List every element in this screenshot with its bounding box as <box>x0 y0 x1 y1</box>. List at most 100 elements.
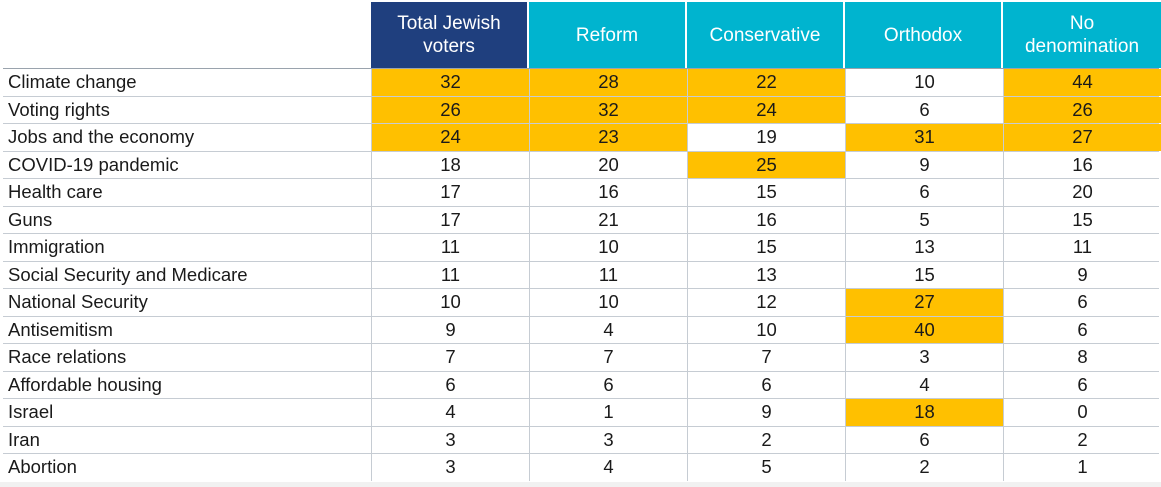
table-row: Race relations 7 7 7 3 8 <box>3 344 1159 372</box>
value-cell: 9 <box>687 399 845 426</box>
value-cell: 6 <box>845 96 1003 123</box>
value-cell: 3 <box>845 344 1003 371</box>
value-cell: 16 <box>687 206 845 233</box>
value-cell: 20 <box>529 151 687 178</box>
column-header-reform: Reform <box>529 2 685 68</box>
value-cell: 6 <box>1003 316 1161 343</box>
value-cell: 24 <box>687 96 845 123</box>
table-row: Immigration 11 10 15 13 11 <box>3 234 1159 262</box>
row-label: Affordable housing <box>8 373 162 395</box>
value-cell: 6 <box>687 371 845 398</box>
value-cell: 10 <box>529 234 687 261</box>
value-cell: 27 <box>845 289 1003 316</box>
table-row: Health care 17 16 15 6 20 <box>3 179 1159 207</box>
row-label: Jobs and the economy <box>8 126 195 147</box>
column-header-orthodox: Orthodox <box>845 2 1001 68</box>
table-row: Guns 17 21 16 5 15 <box>3 206 1161 234</box>
value-cell: 4 <box>371 399 529 426</box>
value-cell: 21 <box>529 206 687 233</box>
value-cell: 6 <box>371 371 529 398</box>
row-label: COVID-19 pandemic <box>8 153 179 175</box>
table-row: Jobs and the economy 24 23 19 31 27 <box>3 124 1161 152</box>
value-cell: 3 <box>371 454 529 481</box>
value-cell: 3 <box>371 426 529 453</box>
value-cell: 2 <box>687 426 845 453</box>
value-cell: 10 <box>371 289 529 316</box>
column-header-total: Total Jewish voters <box>371 2 527 68</box>
value-cell: 10 <box>845 69 1003 96</box>
value-cell: 12 <box>687 289 845 316</box>
table-row: Social Security and Medicare 11 11 13 15 9 <box>3 261 1161 289</box>
value-cell: 17 <box>371 179 529 206</box>
column-header-no-denomination: No denomination <box>1003 2 1161 68</box>
value-cell: 11 <box>371 234 529 261</box>
value-cell: 9 <box>371 316 529 343</box>
value-cell: 10 <box>687 316 845 343</box>
table-row: Israel 4 1 9 18 0 <box>3 399 1159 427</box>
value-cell: 19 <box>687 124 845 151</box>
bottom-edge <box>0 482 1161 487</box>
table-row: Affordable housing 6 6 6 4 6 <box>3 371 1161 399</box>
value-cell: 5 <box>845 206 1003 233</box>
value-cell: 5 <box>687 454 845 481</box>
value-cell: 3 <box>529 426 687 453</box>
value-cell: 1 <box>529 399 687 426</box>
table-row: COVID-19 pandemic 18 20 25 9 16 <box>3 151 1161 179</box>
row-label: Israel <box>8 401 54 422</box>
value-cell: 44 <box>1003 69 1161 96</box>
value-cell: 10 <box>529 289 687 316</box>
table-row: Climate change 32 28 22 10 44 <box>3 69 1161 97</box>
row-label: Abortion <box>8 456 77 477</box>
value-cell: 6 <box>845 426 1003 453</box>
value-cell: 16 <box>529 179 687 206</box>
value-cell: 6 <box>529 371 687 398</box>
value-cell: 20 <box>1003 179 1161 206</box>
table-row: National Security 10 10 12 27 6 <box>3 289 1159 317</box>
value-cell: 22 <box>687 69 845 96</box>
value-cell: 18 <box>845 399 1003 426</box>
value-cell: 11 <box>371 261 529 288</box>
value-cell: 2 <box>1003 426 1161 453</box>
value-cell: 6 <box>845 179 1003 206</box>
row-label: Health care <box>8 181 103 202</box>
value-cell: 7 <box>687 344 845 371</box>
value-cell: 7 <box>371 344 529 371</box>
table-row: Iran 3 3 2 6 2 <box>3 426 1161 454</box>
value-cell: 11 <box>529 261 687 288</box>
row-label: Social Security and Medicare <box>8 263 248 285</box>
value-cell: 15 <box>845 261 1003 288</box>
value-cell: 15 <box>687 179 845 206</box>
row-label: National Security <box>8 291 148 312</box>
value-cell: 23 <box>529 124 687 151</box>
value-cell: 0 <box>1003 399 1161 426</box>
value-cell: 26 <box>1003 96 1161 123</box>
value-cell: 25 <box>687 151 845 178</box>
value-cell: 6 <box>1003 371 1161 398</box>
value-cell: 9 <box>845 151 1003 178</box>
value-cell: 17 <box>371 206 529 233</box>
value-cell: 1 <box>1003 454 1161 481</box>
value-cell: 13 <box>687 261 845 288</box>
value-cell: 32 <box>371 69 529 96</box>
row-label: Climate change <box>8 71 137 92</box>
value-cell: 16 <box>1003 151 1161 178</box>
value-cell: 24 <box>371 124 529 151</box>
value-cell: 15 <box>687 234 845 261</box>
row-label: Guns <box>8 208 53 230</box>
table-row: Voting rights 26 32 24 6 26 <box>3 96 1161 124</box>
row-label: Immigration <box>8 236 105 257</box>
value-cell: 7 <box>529 344 687 371</box>
table-row: Abortion 3 4 5 2 1 <box>3 454 1159 481</box>
value-cell: 26 <box>371 96 529 123</box>
value-cell: 28 <box>529 69 687 96</box>
value-cell: 18 <box>371 151 529 178</box>
value-cell: 15 <box>1003 206 1161 233</box>
value-cell: 40 <box>845 316 1003 343</box>
issues-table: Total Jewish voters Reform Conservative … <box>3 2 1161 481</box>
value-cell: 6 <box>1003 289 1161 316</box>
header-row: Total Jewish voters Reform Conservative … <box>3 2 1161 69</box>
row-label: Antisemitism <box>8 318 113 340</box>
value-cell: 8 <box>1003 344 1161 371</box>
value-cell: 31 <box>845 124 1003 151</box>
value-cell: 9 <box>1003 261 1161 288</box>
